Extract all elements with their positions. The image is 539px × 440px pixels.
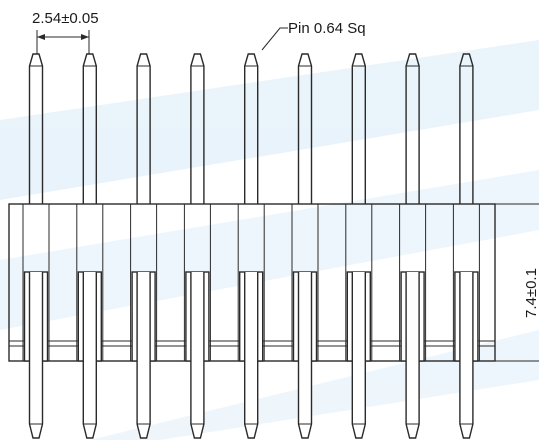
pin-upper	[297, 53, 313, 204]
pin-size-callout: Pin 0.64 Sq	[261, 20, 366, 51]
pin-upper	[405, 53, 420, 204]
pin-lower	[297, 272, 313, 439]
pin-upper	[244, 53, 259, 204]
pin-lower	[405, 272, 420, 439]
pin-upper	[459, 53, 474, 204]
height-label: 7.4±0.1	[523, 268, 539, 318]
pin-size-label: Pin 0.64 Sq	[288, 20, 366, 37]
pitch-dimension: 2.54±0.05	[32, 10, 99, 54]
pin-lower	[28, 272, 44, 439]
pin-upper	[28, 53, 44, 204]
pin-upper	[351, 53, 366, 204]
watermark	[0, 40, 539, 440]
pin-upper	[136, 53, 151, 204]
pitch-label: 2.54±0.05	[32, 10, 99, 27]
pin-lower	[136, 272, 151, 439]
pin-lower	[244, 272, 259, 439]
pin-lower	[82, 272, 97, 439]
pin-upper	[82, 53, 97, 204]
pins	[22, 53, 480, 439]
pin-lower	[351, 272, 366, 439]
pin-lower	[190, 272, 205, 439]
height-dimension: 7.4±0.1	[523, 268, 539, 318]
pin-upper	[190, 53, 205, 204]
pin-lower	[459, 272, 474, 439]
